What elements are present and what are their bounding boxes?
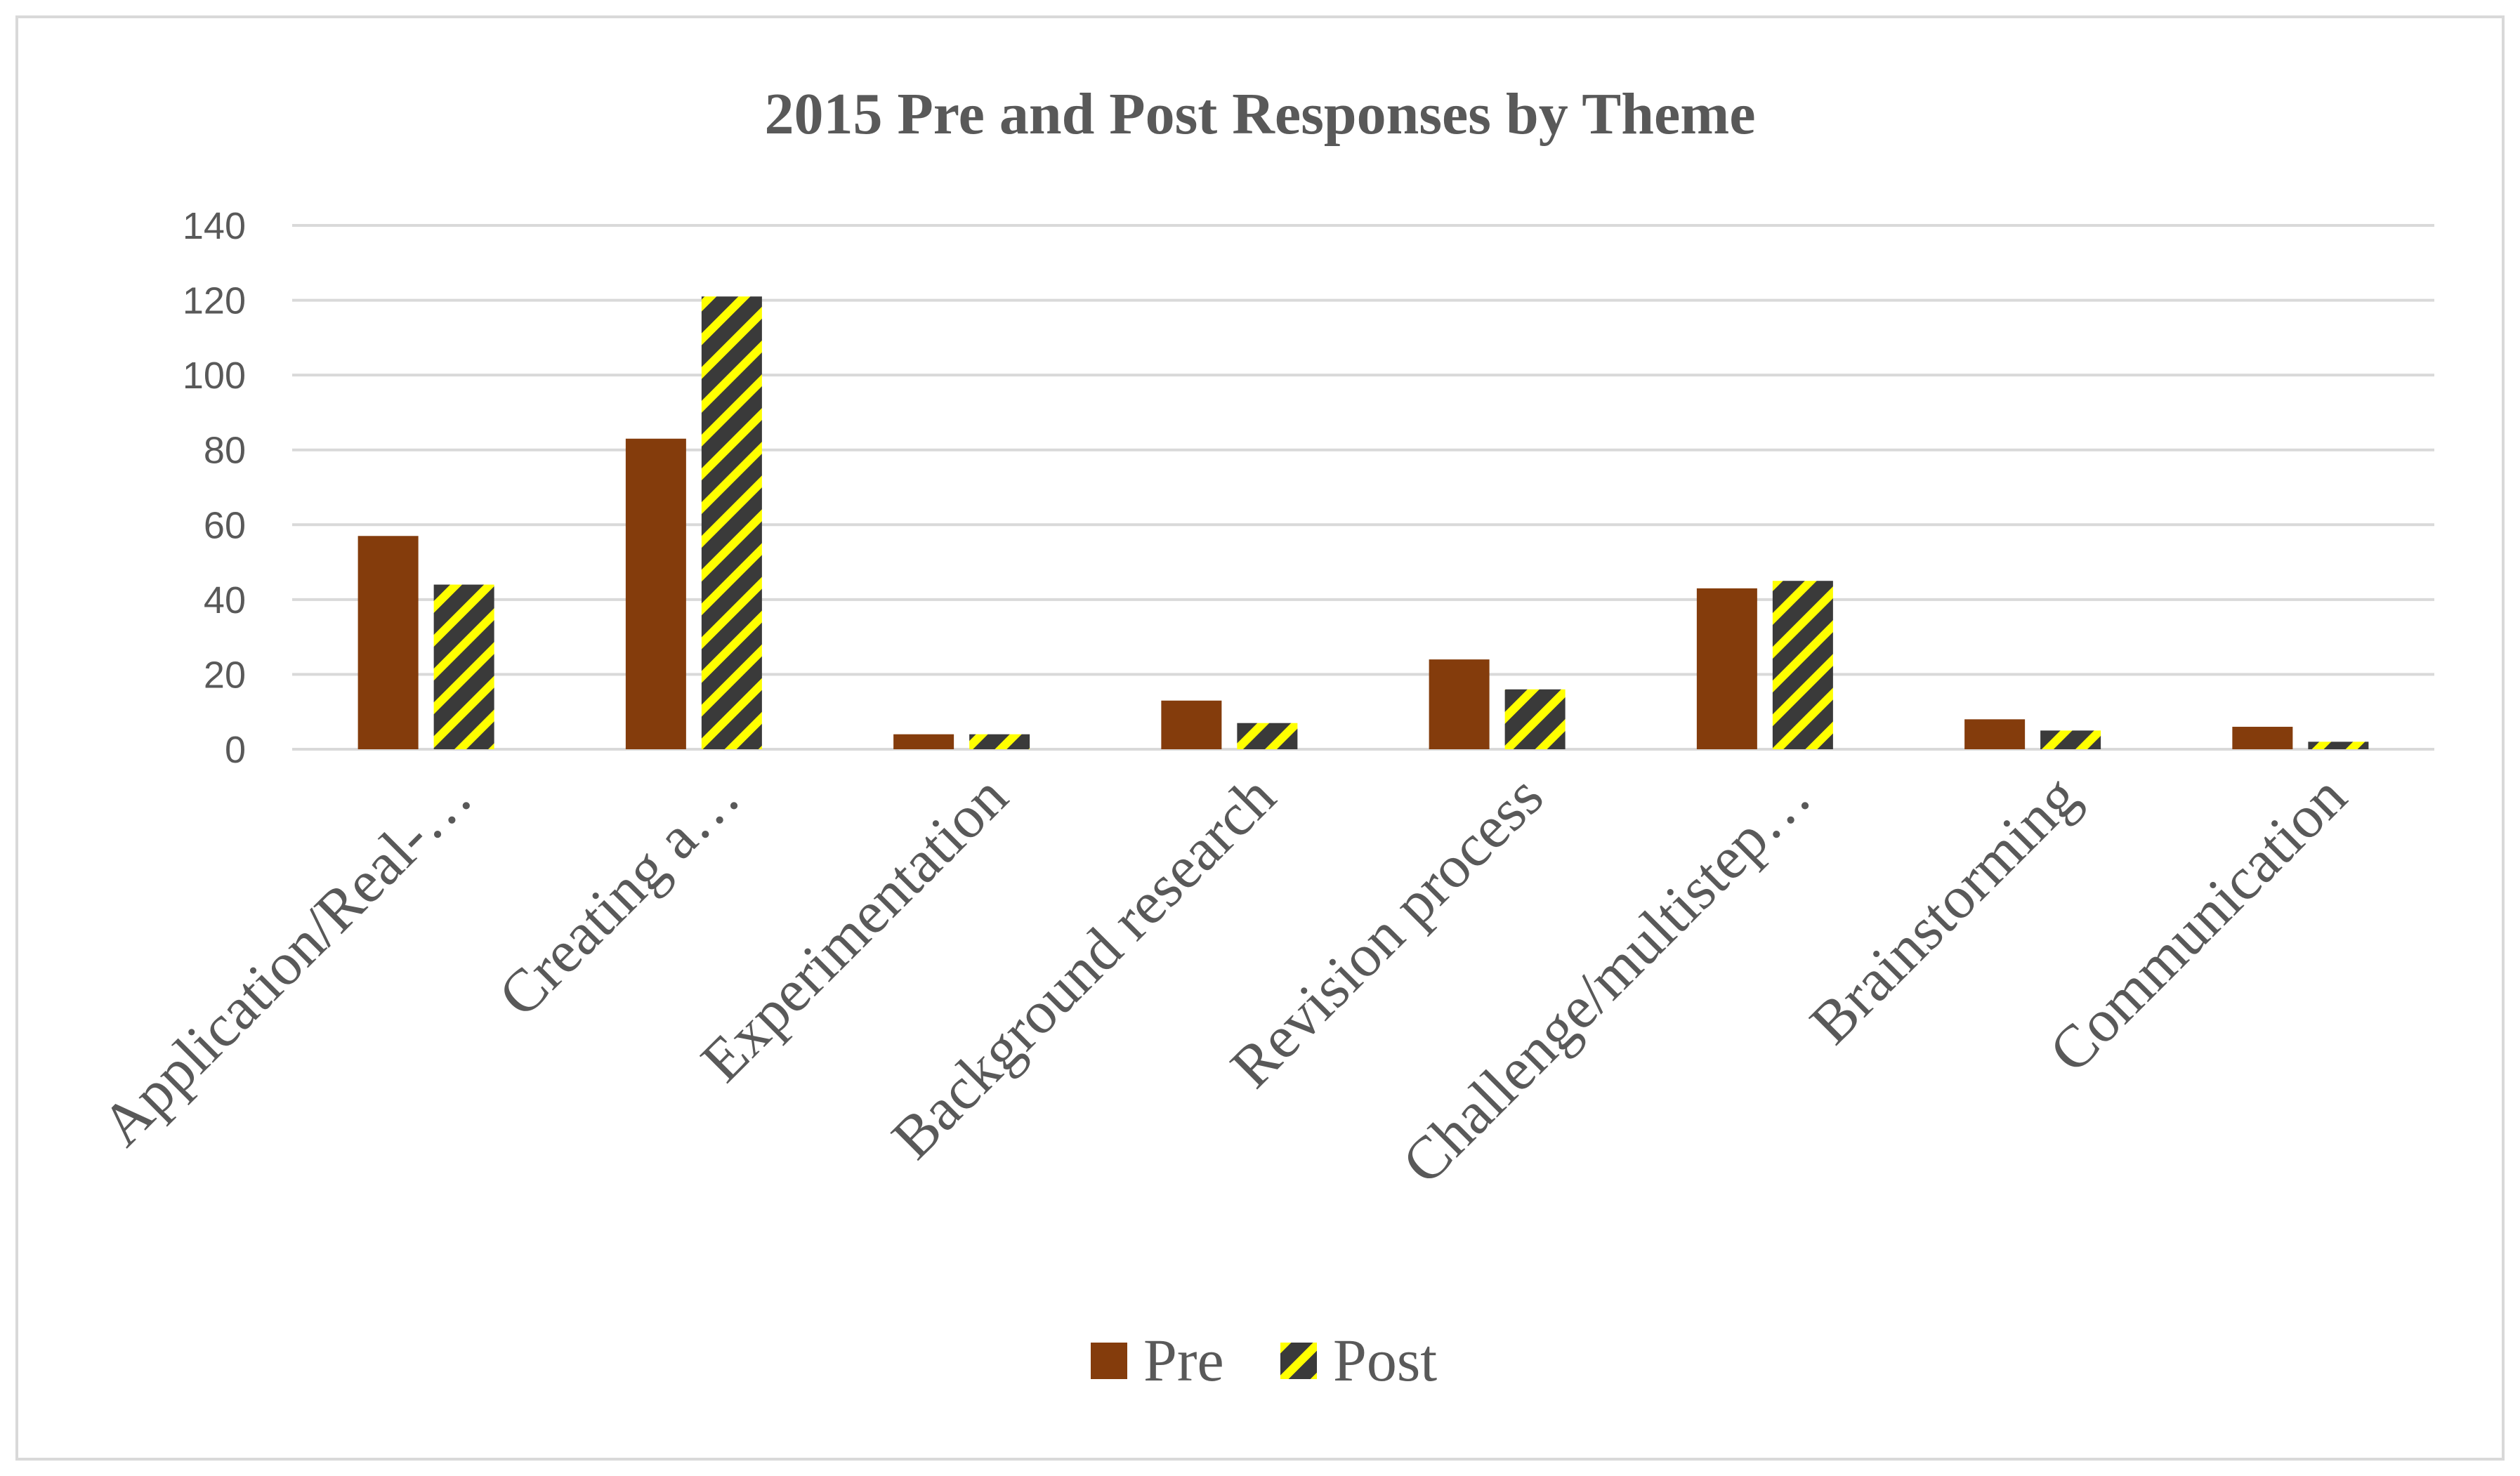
bar-pre: [357, 536, 419, 749]
y-tick-label: 120: [183, 280, 246, 322]
y-tick-label: 140: [183, 205, 246, 247]
y-tick-label: 0: [225, 729, 246, 771]
bar-post: [969, 734, 1030, 749]
bar-pre: [625, 438, 686, 749]
x-tick-label: Brainstorming: [1797, 763, 2091, 1057]
bar-pre: [1429, 659, 1490, 749]
bar-post: [1237, 723, 1298, 749]
legend-label-post: Post: [1333, 1326, 1437, 1394]
bar-pre: [1161, 700, 1222, 749]
chart-title: 2015 Pre and Post Responses by Theme: [765, 81, 1756, 147]
y-tick-label: 60: [204, 504, 246, 546]
bar-post: [1504, 689, 1566, 749]
legend-swatch-post: [1280, 1343, 1317, 1379]
y-tick-label: 20: [204, 654, 246, 696]
y-axis-ticks: 0 20 40 60 80 100 120 140: [183, 205, 246, 771]
legend-label-pre: Pre: [1143, 1326, 1224, 1394]
x-tick-label: Application/Real-…: [88, 763, 485, 1159]
bar-pre: [1696, 588, 1757, 749]
bar-pre: [893, 734, 954, 749]
bar-post: [2040, 730, 2101, 749]
bar-post: [2308, 742, 2369, 749]
bar-post: [701, 296, 762, 749]
bar-pre: [1964, 719, 2026, 749]
bar-post: [1772, 581, 1833, 749]
bar-pre: [2232, 727, 2293, 749]
legend-swatch-pre: [1091, 1343, 1127, 1379]
bars: [357, 296, 2369, 749]
bar-post: [433, 584, 494, 749]
gridlines: [292, 224, 2434, 751]
x-tick-label: Creating a…: [485, 763, 752, 1029]
y-tick-label: 80: [204, 430, 246, 472]
y-tick-label: 100: [183, 355, 246, 397]
x-axis-ticks: Application/Real-… Creating a…Experimenta…: [88, 763, 2359, 1197]
legend: Pre Post: [1091, 1326, 1437, 1394]
y-tick-label: 40: [204, 579, 246, 621]
